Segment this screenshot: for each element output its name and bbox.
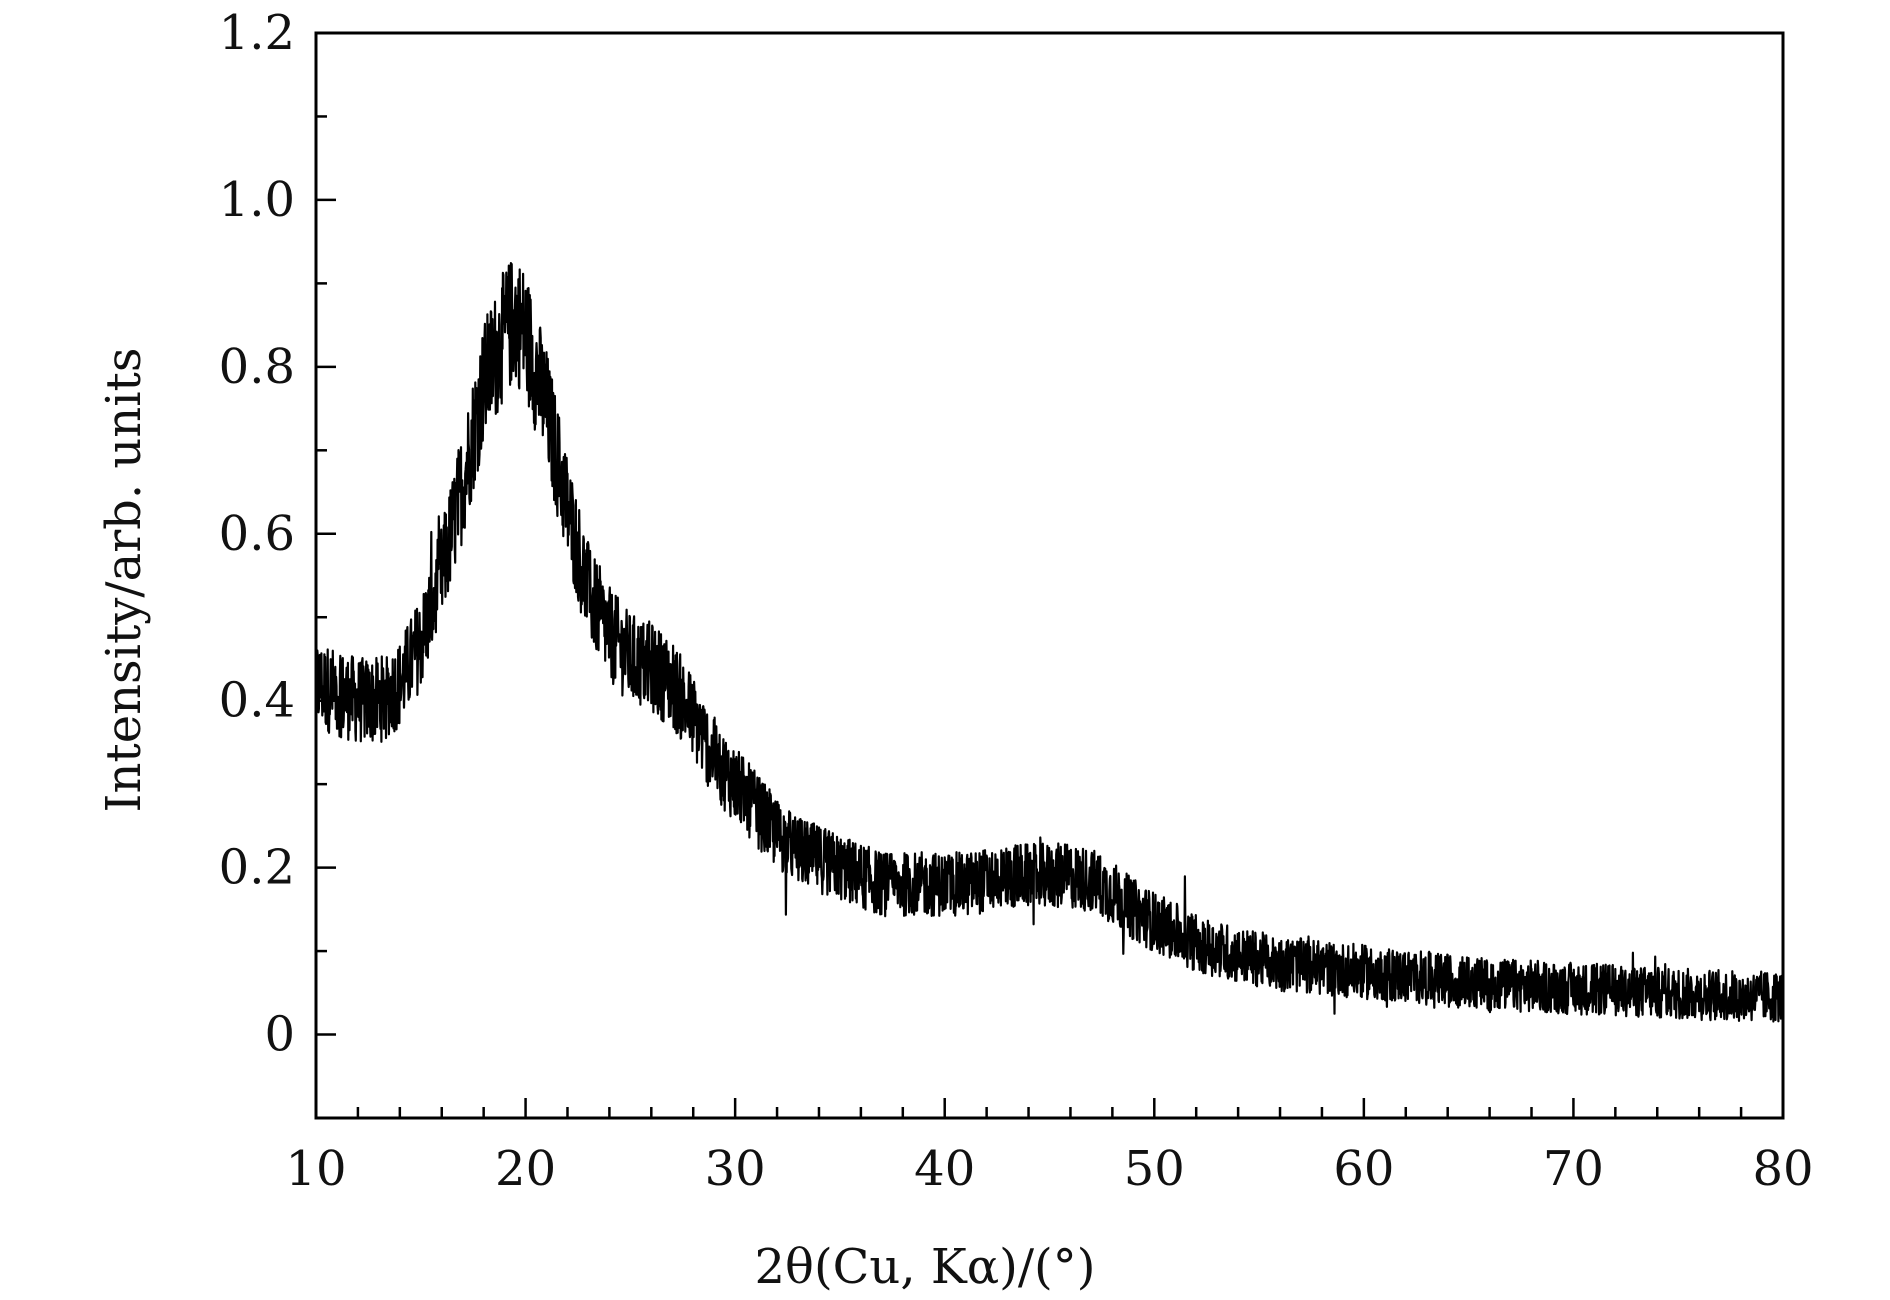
x-tick-label: 50 bbox=[1124, 1141, 1185, 1197]
y-tick-label: 0.6 bbox=[219, 506, 295, 562]
y-tick-label: 0 bbox=[264, 1007, 295, 1063]
y-tick-label: 0.2 bbox=[219, 840, 295, 896]
x-tick-label: 60 bbox=[1333, 1141, 1394, 1197]
x-tick-label: 80 bbox=[1752, 1141, 1813, 1197]
x-axis-tick-labels: 10 20 30 40 50 60 70 80 bbox=[285, 1141, 1813, 1197]
x-tick-label: 30 bbox=[705, 1141, 766, 1197]
plot-area bbox=[314, 31, 1785, 1120]
y-tick-label: 0.8 bbox=[219, 339, 295, 395]
x-axis-ticks bbox=[314, 1098, 1785, 1118]
y-axis-label: Intensity/arb. units bbox=[96, 348, 152, 813]
x-tick-label: 20 bbox=[495, 1141, 556, 1197]
x-tick-label: 40 bbox=[914, 1141, 975, 1197]
y-axis-tick-labels: 0 0.2 0.4 0.6 0.8 1.0 1.2 bbox=[219, 5, 295, 1063]
x-tick-label: 70 bbox=[1543, 1141, 1604, 1197]
y-tick-label: 1.2 bbox=[219, 5, 295, 61]
x-tick-label: 10 bbox=[285, 1141, 346, 1197]
y-tick-label: 0.4 bbox=[219, 673, 295, 729]
y-tick-label: 1.0 bbox=[219, 172, 295, 228]
x-axis-label: 2θ(Cu, Kα)/(°) bbox=[755, 1239, 1096, 1295]
series-line bbox=[314, 262, 1785, 1023]
